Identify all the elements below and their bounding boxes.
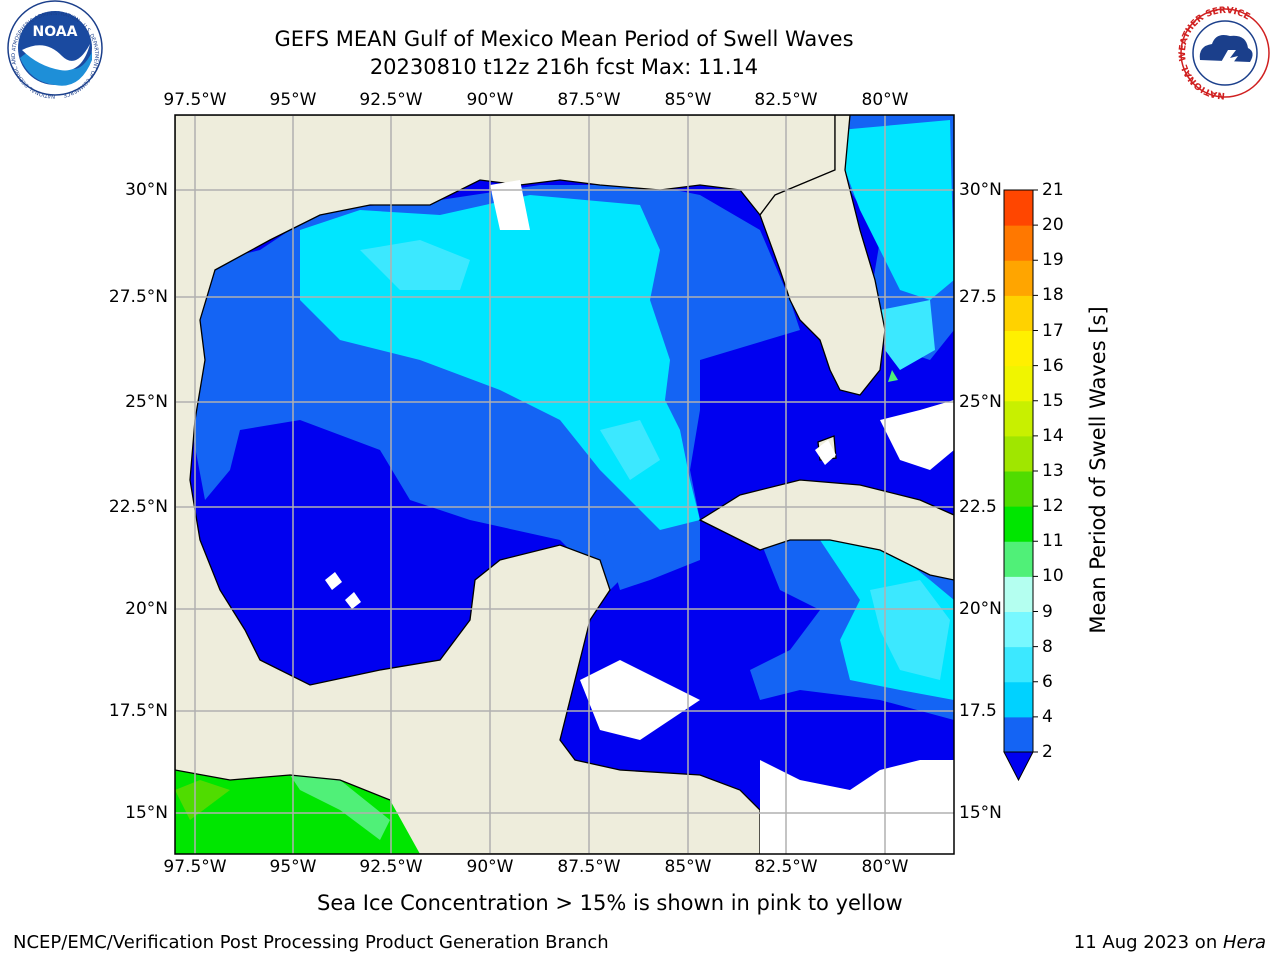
lon-label-top-4: 90°W [466, 90, 514, 110]
lat-label-right-3: 25°N [959, 392, 1002, 412]
colorbar-segment [1004, 330, 1033, 367]
colorbar-tick-label: 9 [1042, 601, 1053, 622]
colorbar-tick-label: 19 [1042, 250, 1064, 271]
lon-label-bottom-5: 87.5°W [557, 857, 621, 877]
colorbar-segment [1004, 716, 1033, 753]
colorbar-tick-label: 8 [1042, 636, 1053, 657]
colorbar-tick-label: 14 [1042, 425, 1064, 446]
lon-label-top-3: 92.5°W [359, 90, 423, 110]
lon-label-bottom-4: 90°W [466, 857, 514, 877]
colorbar-tick-label: 6 [1042, 671, 1053, 692]
colorbar-segment [1004, 681, 1033, 718]
lon-label-top-8: 80°W [861, 90, 909, 110]
colorbar-segment [1004, 541, 1033, 577]
colorbar-segment [1004, 295, 1033, 331]
noaa-logo: NOAA NATIONAL OCEANIC AND ATMOSPHERIC AD… [7, 0, 103, 99]
graticule [175, 115, 954, 854]
colorbar-tick-label: 21 [1042, 180, 1064, 200]
colorbar-segment [1004, 365, 1033, 402]
footer-host: Hera [1222, 932, 1266, 953]
lon-label-top-1: 97.5°W [163, 90, 227, 110]
lon-label-top-7: 82.5°W [754, 90, 818, 110]
lon-label-bottom-6: 85°W [664, 857, 712, 877]
colorbar-segment [1004, 611, 1033, 648]
colorbar-segment [1004, 646, 1033, 683]
lat-label-left-4: 22.5°N [108, 497, 168, 517]
colorbar-segment [1004, 506, 1033, 542]
lon-label-top-5: 87.5°W [557, 90, 621, 110]
lat-label-right-6: 17.5 [959, 701, 997, 721]
colorbar-tick-label: 4 [1042, 706, 1053, 727]
noaa-logo-text: NOAA [33, 24, 78, 40]
colorbar-segment [1004, 190, 1033, 226]
lon-label-bottom-7: 82.5°W [754, 857, 818, 877]
colorbar-segment [1004, 400, 1033, 437]
sea-ice-note: Sea Ice Concentration > 15% is shown in … [317, 891, 903, 915]
colorbar-label: Mean Period of Swell Waves [s] [1086, 306, 1110, 634]
lon-label-bottom-1: 97.5°W [163, 857, 227, 877]
colorbar-extend-arrow [1003, 751, 1034, 782]
lon-label-top-6: 85°W [664, 90, 712, 110]
no-data-regions [325, 180, 954, 854]
lat-label-right-4: 22.5 [959, 497, 997, 517]
lat-label-left-6: 17.5°N [108, 701, 168, 721]
lat-label-right-5: 20°N [959, 599, 1002, 619]
lat-label-right-2: 27.5 [959, 287, 997, 307]
lon-label-bottom-8: 80°W [861, 857, 909, 877]
lat-label-left-1: 30°N [125, 180, 168, 200]
chart-subtitle: 20230810 t12z 216h fcst Max: 11.14 [369, 55, 759, 79]
lat-label-left-2: 27.5°N [108, 287, 168, 307]
colorbar-tick-label: 15 [1042, 390, 1064, 411]
lon-label-bottom-2: 95°W [269, 857, 317, 877]
swell-contour-pacific [175, 770, 420, 854]
lat-label-left-3: 25°N [125, 392, 168, 412]
colorbar-tick-label: 18 [1042, 285, 1064, 306]
colorbar-segment [1004, 471, 1033, 507]
lon-label-bottom-3: 92.5°W [359, 857, 423, 877]
lat-label-left-7: 15°N [125, 803, 168, 823]
lat-label-left-5: 20°N [125, 599, 168, 619]
lon-label-top-2: 95°W [269, 90, 317, 110]
colorbar-segment [1004, 225, 1033, 261]
colorbar-segment [1004, 576, 1033, 612]
colorbar [1004, 189, 1038, 753]
colorbar-tick-label: 16 [1042, 355, 1064, 376]
footer-date-text: 11 Aug 2023 on [1073, 932, 1223, 953]
colorbar-tick-label: 10 [1042, 566, 1064, 587]
map-area [175, 115, 954, 854]
colorbar-tick-label: 2 [1042, 742, 1053, 762]
colorbar-tick-label: 12 [1042, 496, 1064, 517]
colorbar-tick-label: 20 [1042, 215, 1064, 236]
footer-date: 11 Aug 2023 on Hera [1074, 932, 1266, 953]
lat-label-right-1: 30°N [959, 180, 1002, 200]
map-frame [174, 114, 955, 855]
nws-logo: NATIONAL WEATHER SERVICE [1178, 6, 1270, 100]
chart-title: GEFS MEAN Gulf of Mexico Mean Period of … [274, 27, 854, 51]
colorbar-tick-label: 17 [1042, 320, 1064, 341]
lat-label-right-7: 15°N [959, 803, 1002, 823]
colorbar-segment [1004, 260, 1033, 296]
colorbar-tick-label: 13 [1042, 461, 1064, 481]
colorbar-segment [1004, 435, 1033, 472]
footer-credit: NCEP/EMC/Verification Post Processing Pr… [13, 932, 609, 953]
colorbar-tick-label: 11 [1042, 531, 1064, 552]
